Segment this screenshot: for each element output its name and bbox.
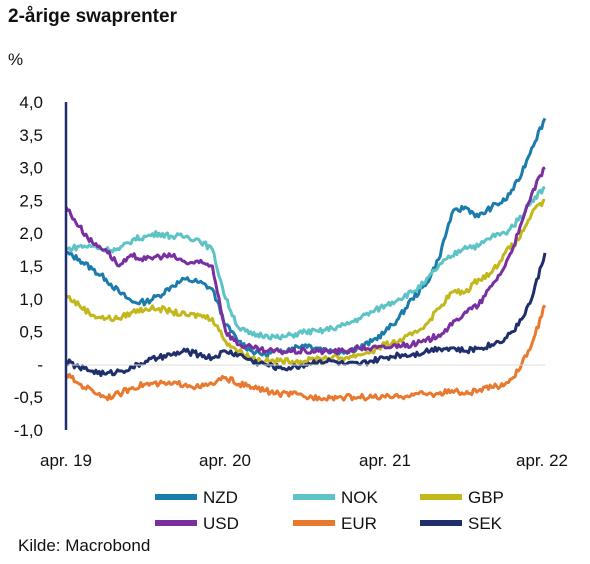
x-tick-label: apr. 20 xyxy=(199,451,251,470)
y-tick-label: 3,0 xyxy=(19,159,43,178)
x-tick-label: apr. 22 xyxy=(516,451,568,470)
series-line-eur xyxy=(64,304,547,402)
legend-label-nok: NOK xyxy=(341,488,379,507)
y-tick-label: 2,0 xyxy=(19,224,43,243)
legend-label-usd: USD xyxy=(203,514,239,533)
y-tick-label: -1,0 xyxy=(14,421,43,440)
series-line-gbp xyxy=(65,198,545,366)
series-line-nzd xyxy=(65,117,547,359)
y-tick-label: 4,0 xyxy=(19,93,43,112)
legend-label-gbp: GBP xyxy=(468,488,504,507)
y-tick-label: 2,5 xyxy=(19,191,43,210)
y-tick-label: 1,0 xyxy=(19,290,43,309)
y-axis-unit: % xyxy=(8,50,24,69)
series-line-sek xyxy=(64,252,547,378)
x-axis-ticks: apr. 19 apr. 20 apr. 21 apr. 22 xyxy=(40,451,568,470)
legend-label-sek: SEK xyxy=(468,514,503,533)
y-tick-label: 0,5 xyxy=(19,323,43,342)
y-axis-ticks: 4,0 3,5 3,0 2,5 2,0 1,5 1,0 0,5 - -0,5 -1,0 xyxy=(14,93,43,440)
x-tick-label: apr. 19 xyxy=(40,451,92,470)
x-tick-label: apr. 21 xyxy=(359,451,411,470)
source-note: Kilde: Macrobond xyxy=(18,536,151,555)
series-lines xyxy=(64,117,547,402)
y-tick-label: 3,5 xyxy=(19,126,43,145)
y-tick-label: -0,5 xyxy=(14,388,43,407)
chart-title: 2-årige swaprenter xyxy=(8,6,177,27)
legend: NZD NOK GBP USD EUR SEK xyxy=(155,488,504,533)
legend-label-eur: EUR xyxy=(341,514,377,533)
y-tick-label: 1,5 xyxy=(19,257,43,276)
series-line-nok xyxy=(65,185,546,341)
legend-label-nzd: NZD xyxy=(203,488,238,507)
series-line-usd xyxy=(64,166,546,356)
y-tick-label: - xyxy=(37,355,43,374)
